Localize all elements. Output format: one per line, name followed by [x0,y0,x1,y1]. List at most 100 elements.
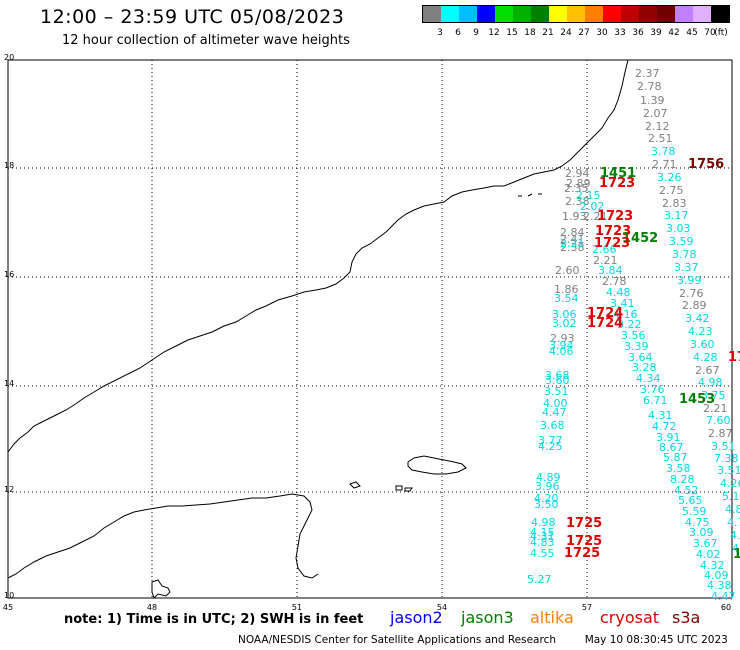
swh-value: 3.96 [535,480,560,493]
colorbar-label: 6 [455,28,461,38]
swh-value: 3.99 [677,274,702,287]
lon-tick-label: 48 [146,603,158,612]
colorbar-label: 21 [542,28,554,38]
colorbar-label: 15 [506,28,518,38]
colorbar-swatch [423,6,441,22]
swh-value: 2.78 [602,275,627,288]
credit-text: NOAA/NESDIS Center for Satellite Applica… [238,634,556,646]
somali-coastline [7,493,319,579]
swh-value: 3.60 [690,338,715,351]
swh-value: 2.76 [679,287,704,300]
swh-value: 4.16 [613,308,638,321]
swh-value: 2.94 [565,167,590,180]
swh-value: 3.42 [685,312,710,325]
colorbar-label: 24 [560,28,572,38]
swh-value: 3.84 [598,264,623,277]
swh-value: 8.28 [670,473,695,486]
swh-value: 3.58 [666,462,691,475]
footer-credit: NOAA/NESDIS Center for Satellite Applica… [238,634,728,646]
swh-value: 3.94 [549,339,574,352]
swh-value: 3.56 [621,329,646,342]
colorbar-swatch [657,6,675,22]
colorbar-label: 18 [524,28,536,38]
colorbar-swatch [495,6,513,22]
colorbar-label: 3 [437,28,443,38]
arabian-coastline [7,59,629,453]
swh-value: 4.00 [543,397,568,410]
swh-value: 7.60 [706,414,731,427]
swh-value: 4.55 [530,547,555,560]
swh-value: 3.59 [669,235,694,248]
lon-tick-label: 54 [436,603,448,612]
legend-item-cryosat: cryosat [600,608,660,627]
pass-time-label: 1725 [564,546,601,561]
colorbar-label: (ft) [714,28,728,38]
swh-value: 3.51 [544,385,569,398]
coastline [7,59,629,599]
swh-value: 2.35 [564,182,589,195]
lat-tick-label: 20 [4,53,15,62]
colorbar-swatch [441,6,459,22]
swh-value: 3.37 [674,261,699,274]
swh-value: 3.39 [624,340,649,353]
swh-value: 2.84 [560,226,585,239]
legend-item-jason3: jason3 [461,608,514,627]
lat-tick-label: 18 [4,161,15,170]
swh-value: 2.67 [695,364,720,377]
swh-value: 4.02 [696,548,721,561]
pass-time-label: 1723 [597,209,634,224]
kuria-islets [518,193,542,197]
swh-value: 3.54 [554,292,579,305]
colorbar-label: 27 [578,28,590,38]
swh-value: 3.78 [672,248,697,261]
colorbar-swatch [693,6,711,22]
pass-time-label: 1723 [599,176,636,191]
colorbar-swatch [603,6,621,22]
swh-value: 4.1 [730,529,740,542]
swh-value: 2.71 [652,158,677,171]
colorbar-label: 42 [668,28,680,38]
swh-value: 4.89 [536,471,561,484]
colorbar-label: 12 [488,28,500,38]
swh-value: 3.09 [689,526,714,539]
map-frame [7,59,733,599]
swh-value: 4.32 [700,559,725,572]
swh-value: 3.68 [545,369,570,382]
swh-value: 3.75 [701,389,726,402]
swh-value: 3.06 [552,308,577,321]
pass-time-label: 17 [728,350,740,365]
swh-value: 4.26 [720,477,740,490]
swh-value: 3.78 [651,145,676,158]
swh-value: 2.02 [580,200,605,213]
swh-value: 2.83 [662,197,687,210]
swh-value: 3.03 [666,222,691,235]
swh-value: 3.51 [717,464,740,477]
swh-value: 2.07 [643,107,668,120]
lon-tick-label: 60 [720,603,732,612]
pass-time-label: 1 [733,547,740,562]
swh-value: 5.59 [682,505,707,518]
swh-value: 4.75 [685,516,710,529]
lon-tick-label: 45 [2,603,14,612]
lat-tick-label: 16 [4,270,15,279]
swh-value: 5.65 [678,494,703,507]
swh-value: 2.37 [635,67,660,80]
swh-value: 2.51 [648,132,673,145]
island-small-1 [349,481,361,489]
colorbar-label: 39 [650,28,662,38]
colorbar-swatch [477,6,495,22]
page-title: 12:00 – 23:59 UTC 05/08/2023 [40,6,345,28]
swh-value: 4.1 [732,542,740,555]
swh-value: 3.26 [657,171,682,184]
swh-value: 4.34 [636,372,661,385]
swh-value: 5.27 [527,573,552,586]
lat-tick-label: 12 [4,485,15,494]
swh-value: 6.71 [643,394,668,407]
swh-value: 3.51 [711,440,736,453]
colorbar-label: 9 [473,28,479,38]
colorbar-swatch [549,6,567,22]
swh-value: 4.06 [549,345,574,358]
pass-time-label: 1453 [679,392,716,407]
swh-value: 2.15 [576,189,601,202]
